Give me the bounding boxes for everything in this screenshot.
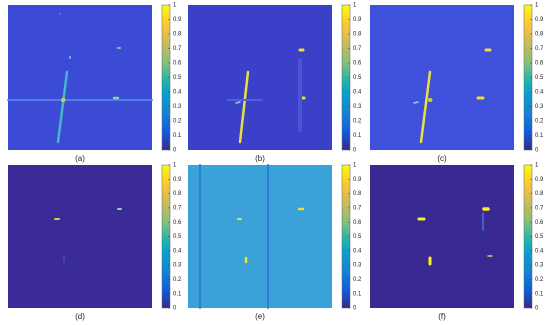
colorbar-tick-label: 0.5 xyxy=(353,234,362,240)
colorbar-tick-label: 0.6 xyxy=(173,61,182,67)
colorbar-tick-label: 0.4 xyxy=(173,90,182,96)
colorbar-tick-label: 0.5 xyxy=(535,234,544,240)
colorbar-tick-label: 0 xyxy=(535,306,539,312)
panel-label: (b) xyxy=(255,154,265,163)
image-feature xyxy=(238,70,250,144)
image-feature xyxy=(56,70,69,144)
colorbar-tick-label: 0.6 xyxy=(353,61,362,67)
colorbar-tick-label: 0.8 xyxy=(353,32,362,38)
colorbar-tick-label: 0.3 xyxy=(173,104,182,110)
colorbar-tick-label: 0.3 xyxy=(535,263,544,269)
colorbar-tick-label: 0.2 xyxy=(353,119,362,125)
image-panel xyxy=(370,5,514,150)
colorbar-tick-label: 0 xyxy=(173,148,177,154)
image-panel xyxy=(370,165,514,308)
colorbar-tick-label: 0 xyxy=(173,306,177,312)
colorbar-tick-label: 0.8 xyxy=(173,191,182,197)
colorbar-tick-label: 0.6 xyxy=(535,220,544,226)
colorbar-tick-label: 0.5 xyxy=(535,75,544,81)
colorbar-tick-label: 1 xyxy=(173,3,177,9)
colorbar-tick-label: 0.1 xyxy=(353,133,362,139)
panel-label: (c) xyxy=(437,154,447,163)
colorbar-tick-label: 0.6 xyxy=(535,61,544,67)
colorbar-tick-label: 0.4 xyxy=(535,248,544,254)
colorbar-tick-label: 0.4 xyxy=(353,248,362,254)
colorbar-tick-label: 0.2 xyxy=(535,277,544,283)
colorbar-tick-label: 0.8 xyxy=(535,32,544,38)
colorbar-tick-label: 0.3 xyxy=(353,104,362,110)
colorbar-tick-label: 0.1 xyxy=(173,291,182,297)
colorbar-tick-label: 0.1 xyxy=(173,133,182,139)
colorbar-tick-label: 0 xyxy=(353,306,357,312)
colorbar-tick-label: 0.3 xyxy=(353,263,362,269)
panel-label: (e) xyxy=(255,312,265,321)
colorbar-tick-label: 0.4 xyxy=(353,90,362,96)
colorbar-tick-label: 0.2 xyxy=(353,277,362,283)
image-panel xyxy=(188,165,332,308)
colorbar-tick-label: 0 xyxy=(535,148,539,154)
colorbar-tick-label: 1 xyxy=(535,163,539,169)
colorbar-tick-label: 0.9 xyxy=(173,177,182,183)
colorbar-tick-label: 0.1 xyxy=(535,133,544,139)
colorbar-tick-label: 0.6 xyxy=(353,220,362,226)
panel-label: (a) xyxy=(75,154,85,163)
colorbar-tick-label: 0.5 xyxy=(353,75,362,81)
image-feature xyxy=(419,70,432,144)
colorbar-tick-label: 0.9 xyxy=(535,177,544,183)
colorbar-tick-label: 1 xyxy=(173,163,177,169)
colorbar-tick-label: 0.7 xyxy=(353,46,362,52)
colorbar-tick-label: 0.4 xyxy=(535,90,544,96)
image-feature xyxy=(235,101,241,104)
colorbar-tick-label: 0.8 xyxy=(353,191,362,197)
colorbar-tick-label: 0.8 xyxy=(535,191,544,197)
colorbar-tick-label: 0.5 xyxy=(173,75,182,81)
colorbar-tick-label: 0.3 xyxy=(535,104,544,110)
colorbar-tick-label: 0.1 xyxy=(535,291,544,297)
colorbar-tick-label: 0.9 xyxy=(535,17,544,23)
colorbar-tick-label: 0.9 xyxy=(353,17,362,23)
colorbar-tick-label: 1 xyxy=(353,3,357,9)
image-feature xyxy=(413,101,419,104)
image-panel xyxy=(8,5,152,150)
colorbar-tick-label: 0.2 xyxy=(173,119,182,125)
colorbar-tick-label: 0.7 xyxy=(353,205,362,211)
colorbar-tick-label: 0 xyxy=(353,148,357,154)
panel-label: (f) xyxy=(438,312,446,321)
colorbar-tick-label: 0.2 xyxy=(535,119,544,125)
colorbar-tick-label: 1 xyxy=(535,3,539,9)
colorbar-tick-label: 0.2 xyxy=(173,277,182,283)
colorbar-tick-label: 0.4 xyxy=(173,248,182,254)
panel-label: (d) xyxy=(75,312,85,321)
colorbar-tick-label: 0.7 xyxy=(173,205,182,211)
image-panel xyxy=(188,5,332,150)
colorbar-tick-label: 0.9 xyxy=(353,177,362,183)
colorbar-tick-label: 0.3 xyxy=(173,263,182,269)
colorbar-tick-label: 0.7 xyxy=(535,205,544,211)
colorbar-tick-label: 0.1 xyxy=(353,291,362,297)
colorbar-tick-label: 0.8 xyxy=(173,32,182,38)
image-panel xyxy=(8,165,152,308)
colorbar-tick-label: 0.7 xyxy=(535,46,544,52)
colorbar-tick-label: 0.5 xyxy=(173,234,182,240)
colorbar-tick-label: 1 xyxy=(353,163,357,169)
colorbar-tick-label: 0.9 xyxy=(173,17,182,23)
colorbar-tick-label: 0.7 xyxy=(173,46,182,52)
colorbar-tick-label: 0.6 xyxy=(173,220,182,226)
